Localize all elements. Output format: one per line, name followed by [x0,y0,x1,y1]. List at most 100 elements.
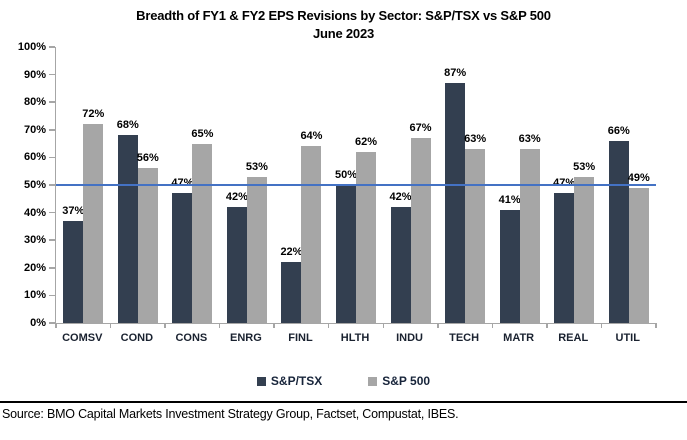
bar-value-label: 65% [191,127,214,140]
bar-matr-sp500: 63% [519,133,541,323]
x-tick-mark [546,323,548,328]
x-axis-label-matr: MATR [503,332,535,344]
legend-label-sptsx: S&P/TSX [270,374,323,388]
bar-enrg-sp500: 53% [246,161,268,323]
x-tick-mark [600,323,603,328]
bar-group-real: 47%53% [547,47,602,323]
bar-value-label: 67% [409,122,432,135]
bar-group-util: 66% 49% [601,47,656,323]
y-tick-mark [49,101,55,103]
sp500-swatch-icon [368,376,378,386]
x-axis-label-cons: CONS [175,332,208,344]
bar-value-label: 49% [627,171,650,184]
y-tick-label: 30% [23,234,46,247]
x-tick-mark [655,323,657,328]
bar-finl-sp500: 64% [300,130,322,323]
bar-group-tech: 87% 63% [438,47,493,323]
bar-matr-sptsx: 41% [499,194,521,323]
bar-group-hlth: 50% 62% [329,47,384,323]
x-axis-label-tech: TECH [449,332,480,344]
bar-cond-sp500: 56% [137,152,159,323]
y-tick-mark [49,46,55,48]
x-axis-label-cond: COND [120,332,154,344]
legend-entry-sp500: S&P 500 [368,374,430,388]
y-tick-mark [49,156,55,159]
bar-group-finl: 22% 64% [274,47,329,323]
bar-enrg-sptsx: 42% [226,191,248,323]
x-axis-label-hlth: HLTH [340,332,370,344]
x-tick-mark [164,323,166,328]
y-tick-label: 60% [23,151,46,164]
bar-comsv-sptsx: 37% [62,205,84,323]
bar-group-matr: 41% 63% [492,47,547,323]
bar-value-label: 42% [389,191,412,204]
sptsx-swatch-icon [256,376,266,386]
y-tick-label: 100% [17,41,46,53]
y-tick-mark [49,211,55,214]
bar-indu-sptsx: 42% [390,191,412,323]
chart-subtitle: June 2023 [312,26,375,41]
reference-line-50pct [56,184,656,186]
bar-indu-sp500: 67% [410,122,432,323]
bar-cons-sptsx: 47% [171,177,193,323]
bar-value-label: 53% [245,160,268,173]
x-tick-mark [382,323,385,328]
source-attribution: Source: BMO Capital Markets Investment S… [2,407,459,421]
x-axis-label-enrg: ENRG [230,332,262,344]
y-tick-mark [49,294,55,297]
y-tick-mark [49,129,55,131]
bar-group-enrg: 42% 53% [220,47,275,323]
bar-cons-sp500: 65% [191,128,213,323]
y-tick-mark [49,239,55,241]
y-tick-label: 80% [23,96,46,109]
x-tick-mark [491,323,494,328]
y-tick-mark [49,267,55,269]
y-tick-label: 90% [23,68,46,81]
chart-title: Breadth of FY1 & FY2 EPS Revisions by Se… [136,8,551,23]
x-axis-label-real: REAL [558,332,589,344]
bar-hlth-sp500: 62% [355,136,377,323]
bar-value-label: 63% [464,133,487,146]
bar-value-label: 42% [225,191,248,204]
bar-cond-sptsx: 68% [117,119,139,323]
footer-divider [0,401,687,403]
y-tick-label: 20% [23,261,46,274]
bar-value-label: 47% [171,177,193,189]
bar-value-label: 63% [518,133,541,146]
bar-util-sp500: 49% [628,172,650,323]
bar-value-label: 37% [62,204,85,217]
plot-area: 0% 10% 20% 30% 40% 50% 60% 70% 80% 90% 100% 37% 72%… [18,41,657,329]
bar-value-label: 62% [354,135,378,148]
y-tick-label: 10% [23,289,46,302]
legend-label-sp500: S&P 500 [382,374,431,388]
x-axis-label-finl: FINL [288,332,313,344]
y-tick-mark [49,73,55,76]
bar-hlth-sptsx: 50% [335,169,357,323]
x-tick-mark [273,323,275,328]
bar-group-cond: 68% 56% [111,47,166,323]
bar-group-comsv: 37% 72% [56,47,111,323]
bar-value-label: 50% [334,169,358,181]
legend: S&P/TSX S&P 500 [0,374,687,388]
x-tick-mark [109,323,112,328]
bar-real-sptsx: 47% [553,177,575,323]
x-axis-label-util: UTIL [615,332,640,344]
x-axis-labels: COMSV COND CONS ENRG FINL HLTH INDU TECH MATR REA… [55,332,655,344]
bar-value-label: 56% [136,152,159,165]
bar-util-sptsx: 66% [608,125,630,323]
bar-value-label: 68% [116,119,139,132]
bar-group-cons: 47% 65% [165,47,220,323]
x-axis-label-indu: INDU [396,332,423,344]
bar-finl-sptsx: 22% [280,246,302,323]
x-tick-mark [218,323,221,328]
x-tick-mark [437,323,439,328]
x-tick-mark [55,323,57,328]
bar-tech-sp500: 63% [464,133,486,323]
y-tick-mark [49,184,55,186]
x-axis-label-comsv: COMSV [62,332,103,344]
bar-value-label: 87% [444,66,467,79]
y-tick-label: 40% [23,206,46,219]
y-tick-label: 0% [30,317,46,329]
x-tick-mark [327,323,330,328]
